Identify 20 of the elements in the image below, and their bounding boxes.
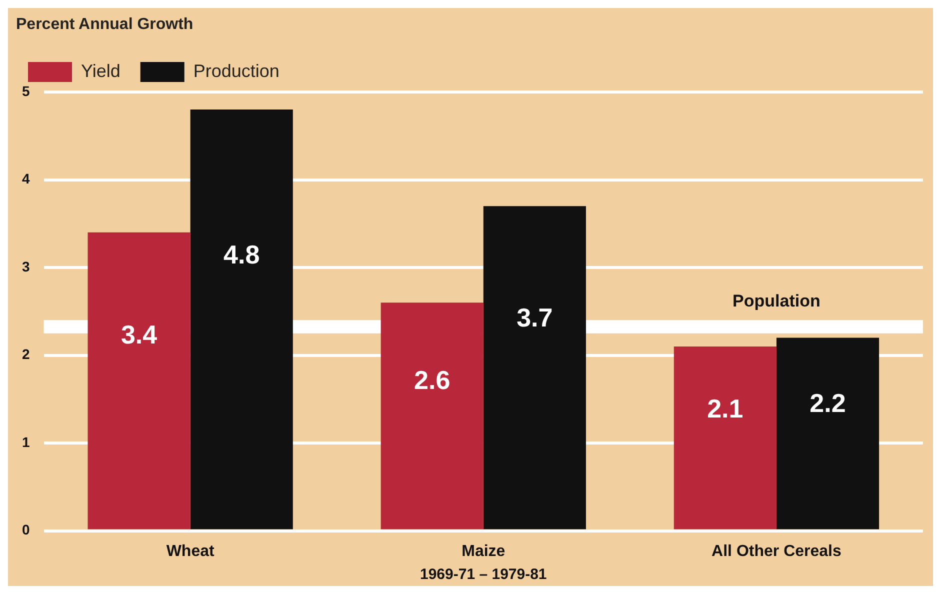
y-tick-label: 2 <box>22 346 30 362</box>
data-label: 3.4 <box>120 319 158 350</box>
data-label: 4.8 <box>224 240 260 270</box>
y-tick-label: 4 <box>22 170 30 187</box>
x-tick-label: All Other Cereals <box>712 542 842 560</box>
y-tick-label: 3 <box>22 258 30 274</box>
y-axis-title: Percent Annual Growth <box>15 15 194 35</box>
data-label: 3.7 <box>516 302 553 332</box>
band-label: Population <box>732 291 820 310</box>
data-label: 2.2 <box>810 388 846 418</box>
legend-label: Yield <box>81 60 120 81</box>
x-tick-label: Maize <box>462 542 506 560</box>
data-label: 2.1 <box>707 394 744 424</box>
y-tick-label: 1 <box>22 434 30 450</box>
y-tick-label: 0 <box>22 522 30 538</box>
legend-label: Production <box>193 60 280 81</box>
x-tick-label: Wheat <box>166 542 215 560</box>
data-label: 2.6 <box>414 365 450 396</box>
y-tick-label: 5 <box>22 82 30 99</box>
x-axis-title: 1969-71 – 1979-81 <box>420 566 547 584</box>
